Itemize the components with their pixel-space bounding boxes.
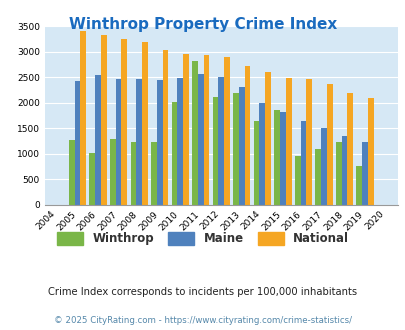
Bar: [244, 66, 250, 205]
Bar: [305, 79, 311, 205]
Bar: [300, 121, 305, 205]
Bar: [203, 55, 209, 205]
Bar: [320, 128, 326, 205]
Legend: Winthrop, Maine, National: Winthrop, Maine, National: [52, 227, 353, 250]
Bar: [197, 74, 203, 205]
Bar: [285, 78, 291, 205]
Bar: [273, 110, 279, 205]
Bar: [224, 57, 229, 205]
Bar: [101, 35, 107, 205]
Bar: [75, 81, 80, 205]
Bar: [212, 97, 218, 205]
Bar: [156, 81, 162, 205]
Bar: [121, 39, 127, 205]
Bar: [335, 143, 341, 205]
Bar: [89, 153, 95, 205]
Bar: [259, 103, 264, 205]
Bar: [264, 72, 270, 205]
Text: Crime Index corresponds to incidents per 100,000 inhabitants: Crime Index corresponds to incidents per…: [48, 287, 357, 297]
Bar: [253, 121, 259, 205]
Bar: [177, 78, 183, 205]
Bar: [95, 75, 101, 205]
Bar: [294, 156, 300, 205]
Bar: [192, 61, 197, 205]
Bar: [110, 140, 115, 205]
Bar: [142, 42, 147, 205]
Bar: [69, 140, 75, 205]
Bar: [238, 87, 244, 205]
Bar: [361, 142, 367, 205]
Bar: [162, 50, 168, 205]
Bar: [347, 93, 352, 205]
Bar: [130, 143, 136, 205]
Bar: [151, 143, 156, 205]
Bar: [136, 79, 142, 205]
Bar: [218, 77, 224, 205]
Bar: [183, 54, 188, 205]
Bar: [356, 166, 361, 205]
Bar: [171, 102, 177, 205]
Bar: [115, 79, 121, 205]
Bar: [341, 136, 347, 205]
Text: © 2025 CityRating.com - https://www.cityrating.com/crime-statistics/: © 2025 CityRating.com - https://www.city…: [54, 315, 351, 325]
Bar: [326, 84, 332, 205]
Bar: [315, 149, 320, 205]
Bar: [80, 31, 86, 205]
Bar: [367, 98, 373, 205]
Bar: [232, 93, 238, 205]
Bar: [279, 112, 285, 205]
Text: Winthrop Property Crime Index: Winthrop Property Crime Index: [69, 16, 336, 31]
